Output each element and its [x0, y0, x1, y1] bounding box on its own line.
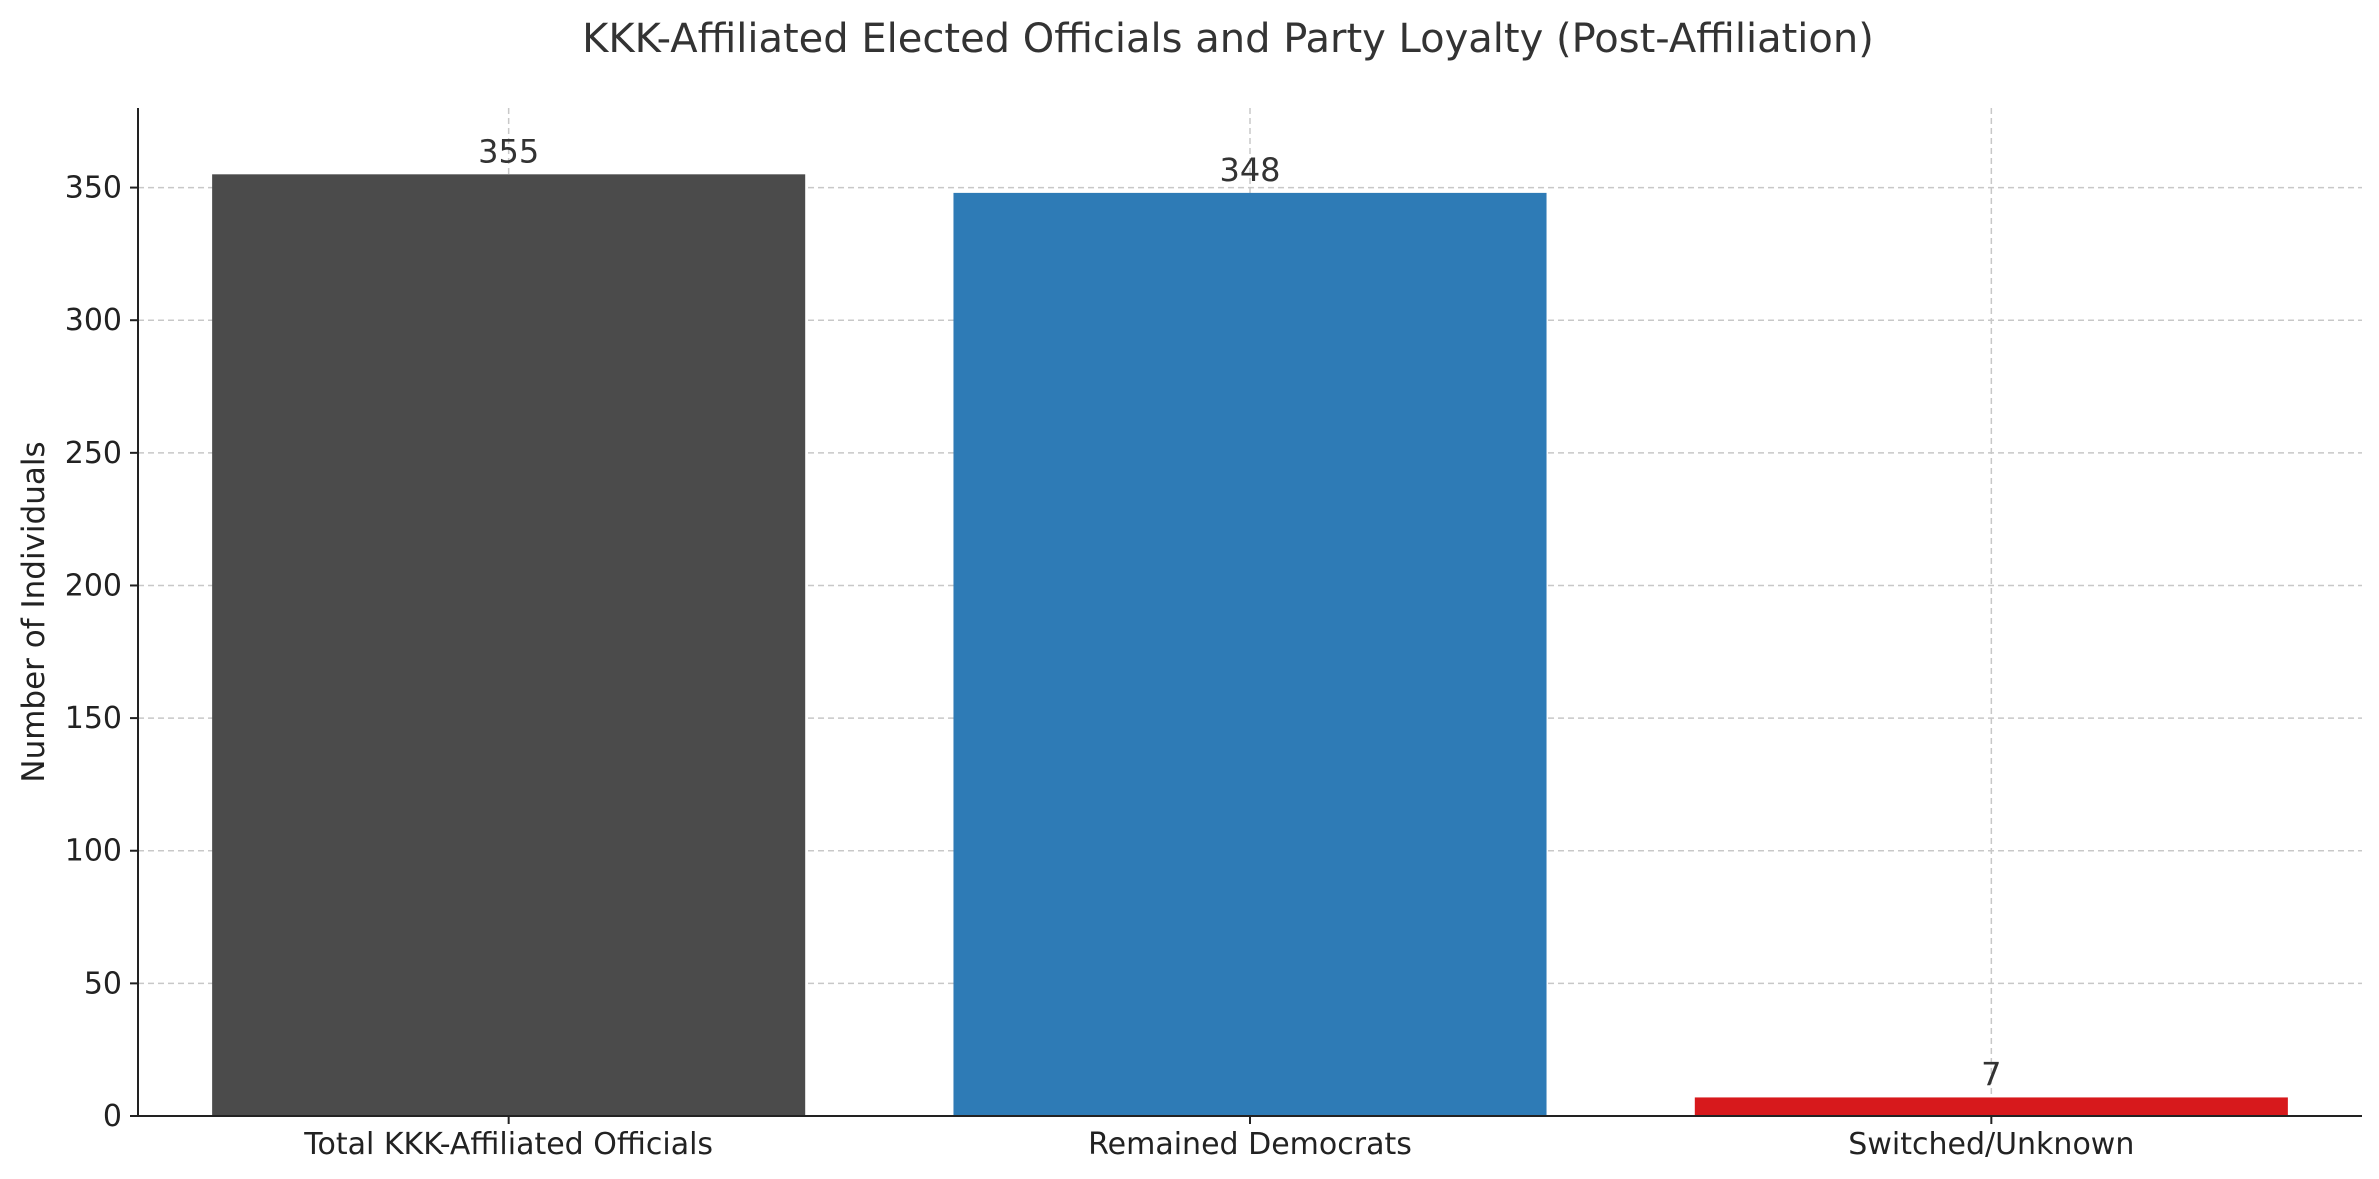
- bar-1: [212, 174, 806, 1116]
- labels: 0 50 100 150 200 250 300 350 Total KKK-Affiliate…: [65, 132, 2135, 1162]
- axes: [130, 108, 2362, 1124]
- chart-title: KKK-Affiliated Elected Officials and Par…: [582, 16, 1874, 62]
- x-tick-label: Switched/Unknown: [1848, 1127, 2134, 1162]
- y-tick-label: 50: [84, 966, 122, 1001]
- y-tick-label: 350: [65, 171, 122, 206]
- data-label: 355: [478, 132, 539, 170]
- y-tick-label: 250: [65, 436, 122, 471]
- data-label: 348: [1219, 151, 1280, 189]
- data-label: 7: [1981, 1055, 2001, 1093]
- y-axis-label: Number of Individuals: [16, 441, 52, 782]
- y-tick-label: 300: [65, 303, 122, 338]
- bars: [212, 174, 2288, 1116]
- x-tick-label: Total KKK-Affiliated Officials: [303, 1127, 713, 1162]
- y-tick-label: 100: [65, 834, 122, 869]
- bar-3: [1694, 1097, 2288, 1116]
- y-tick-label: 200: [65, 568, 122, 603]
- x-tick-label: Remained Democrats: [1088, 1127, 1412, 1162]
- y-tick-label: 150: [65, 701, 122, 736]
- y-tick-label: 0: [103, 1099, 122, 1134]
- bar-2: [953, 192, 1547, 1116]
